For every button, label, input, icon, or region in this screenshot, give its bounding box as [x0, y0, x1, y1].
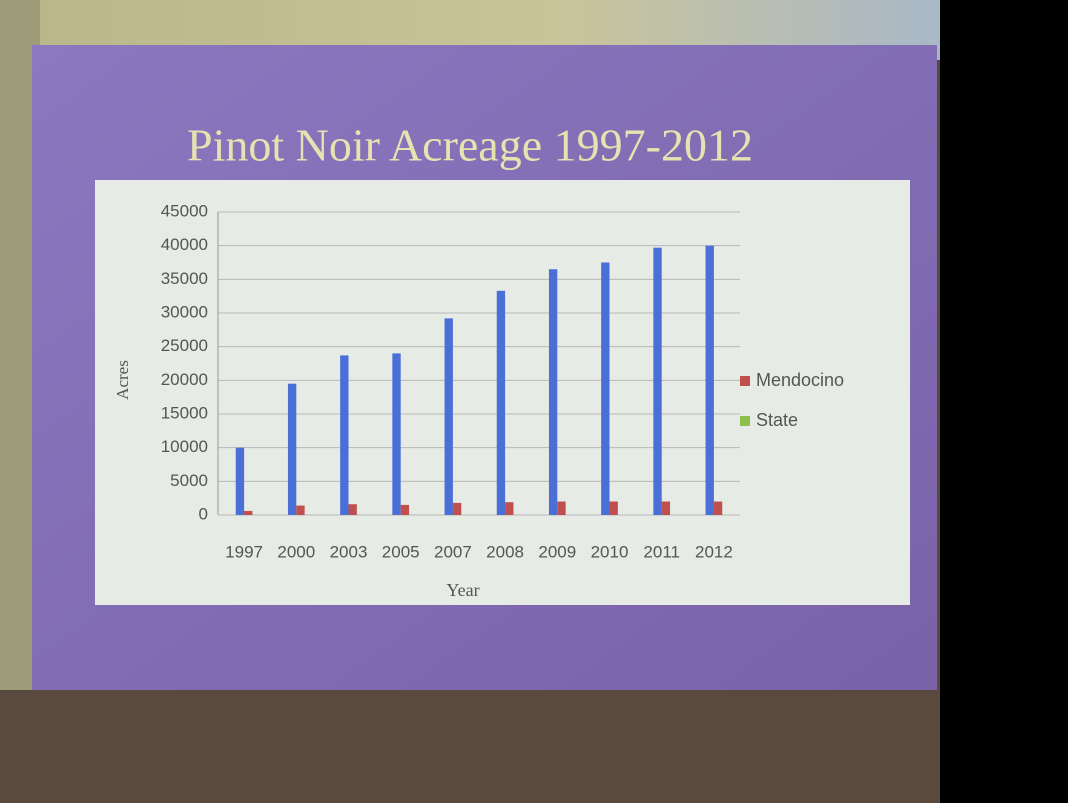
legend-label: Mendocino — [756, 370, 844, 390]
y-tick-label: 45000 — [161, 201, 208, 220]
bar — [706, 246, 714, 515]
bar — [288, 384, 296, 515]
bar — [662, 502, 670, 515]
bar — [505, 502, 513, 515]
x-tick-label: 2005 — [382, 542, 420, 561]
bar — [349, 504, 357, 515]
y-tick-label: 5000 — [170, 471, 208, 490]
y-tick-label: 20000 — [161, 370, 208, 389]
x-tick-label: 2010 — [591, 542, 629, 561]
x-tick-label: 2011 — [643, 542, 680, 561]
bar — [497, 291, 505, 515]
photo: Pinot Noir Acreage 1997-2012 Acres Year … — [0, 0, 1068, 803]
y-tick-label: 0 — [199, 504, 208, 523]
legend-label: State — [756, 410, 798, 430]
bar — [340, 355, 348, 515]
x-tick-label: 1997 — [225, 542, 263, 561]
y-tick-label: 40000 — [161, 235, 208, 254]
x-tick-label: 2003 — [330, 542, 368, 561]
y-tick-label: 35000 — [161, 269, 208, 288]
chart-title: Pinot Noir Acreage 1997-2012 — [187, 120, 753, 171]
x-tick-label: 2009 — [538, 542, 576, 561]
y-tick-label: 15000 — [161, 403, 208, 422]
bar — [445, 318, 453, 515]
bar — [714, 502, 722, 515]
bar — [549, 269, 557, 515]
x-tick-label: 2007 — [434, 542, 472, 561]
bar — [557, 502, 565, 515]
bar — [453, 503, 461, 515]
bar — [244, 511, 252, 515]
x-tick-label: 2012 — [695, 542, 733, 561]
bar — [610, 502, 618, 515]
x-tick-label: 2000 — [277, 542, 315, 561]
x-tick-label: 2008 — [486, 542, 524, 561]
bar — [236, 448, 244, 515]
bar — [401, 505, 409, 515]
y-axis-label: Acres — [113, 360, 132, 400]
x-axis-label: Year — [446, 580, 479, 600]
y-tick-label: 30000 — [161, 302, 208, 321]
bar — [392, 353, 400, 515]
bar — [653, 248, 661, 515]
legend-marker — [740, 376, 750, 386]
bar — [601, 263, 609, 516]
bar — [296, 506, 304, 515]
y-tick-label: 10000 — [161, 437, 208, 456]
y-tick-label: 25000 — [161, 336, 208, 355]
legend-marker — [740, 416, 750, 426]
